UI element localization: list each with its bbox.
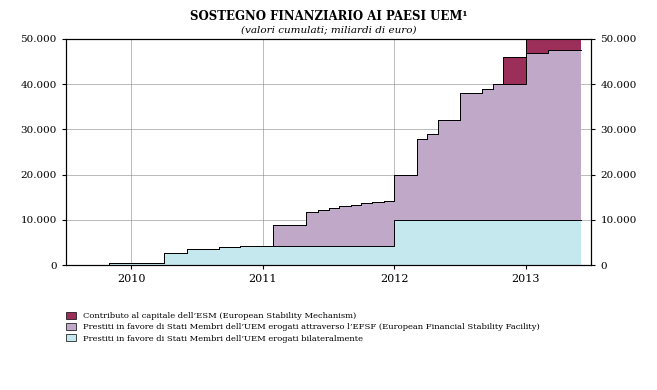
Legend: Contributo al capitale dell’ESM (European Stability Mechanism), Prestiti in favo: Contributo al capitale dell’ESM (Europea… [64, 310, 541, 344]
Text: (valori cumulati; miliardi di euro): (valori cumulati; miliardi di euro) [240, 25, 417, 34]
Text: SOSTEGNO FINANZIARIO AI PAESI UEM¹: SOSTEGNO FINANZIARIO AI PAESI UEM¹ [190, 10, 467, 23]
